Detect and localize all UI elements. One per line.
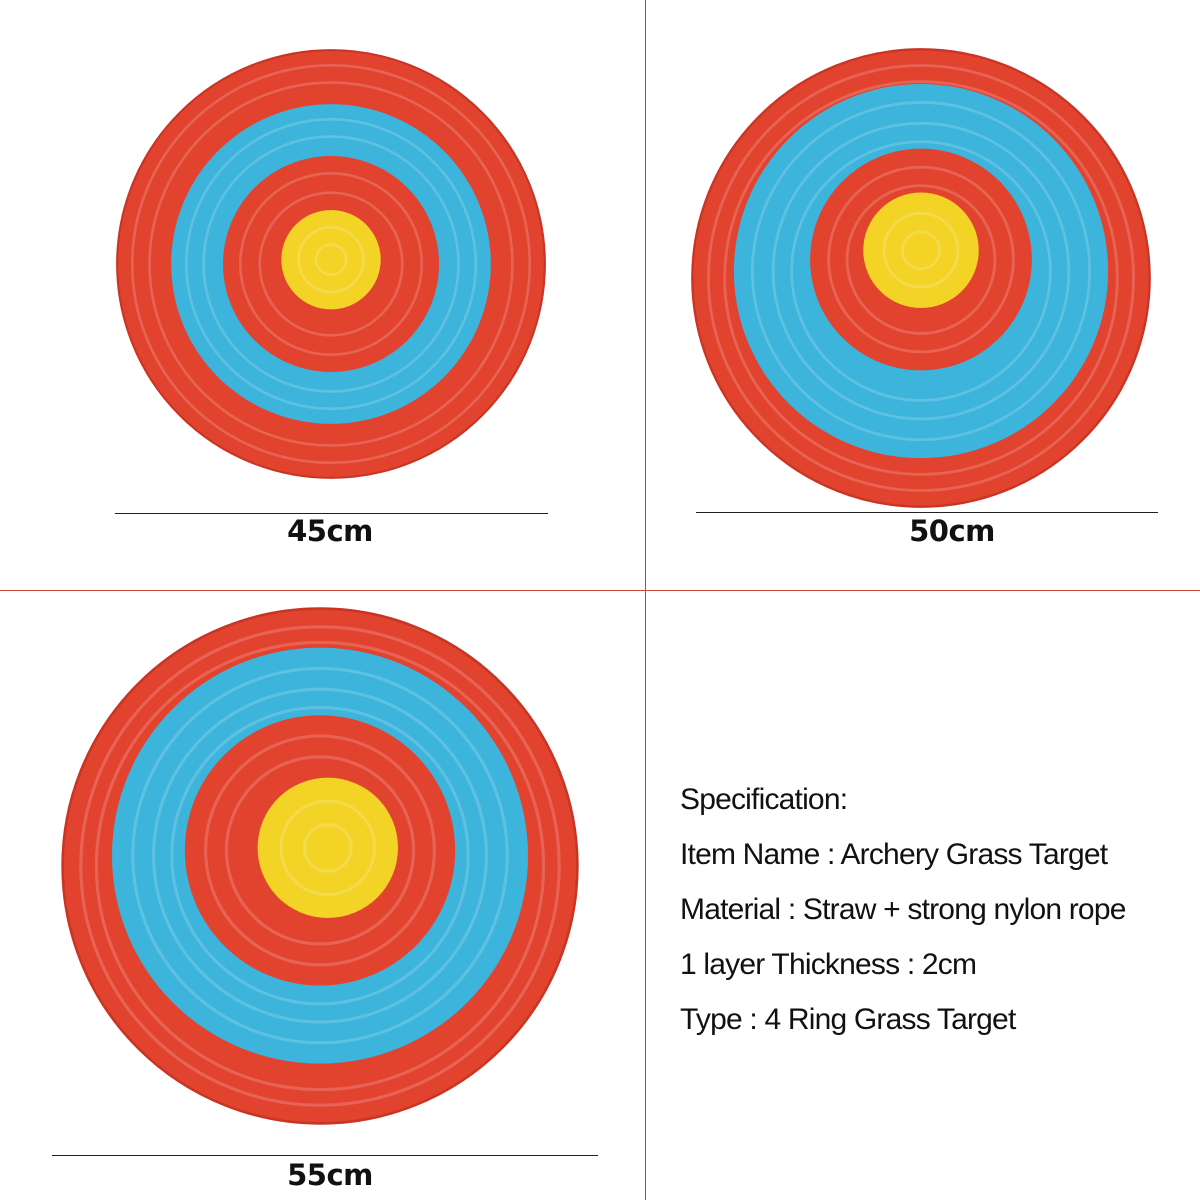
size-label-50cm: 50cm <box>909 514 995 548</box>
spec-material: Material : Straw + strong nylon rope <box>680 893 1126 926</box>
target-image-50cm <box>690 47 1152 509</box>
dimension-line <box>115 513 548 514</box>
target-image-45cm <box>115 48 547 480</box>
specification-block: Specification: Item Name : Archery Grass… <box>680 778 1195 1053</box>
vertical-divider <box>645 0 646 1200</box>
spec-type: Type : 4 Ring Grass Target <box>680 1003 1016 1036</box>
spec-item-name: Item Name : Archery Grass Target <box>680 838 1108 871</box>
spec-thickness: 1 layer Thickness : 2cm <box>680 948 977 981</box>
dimension-line <box>52 1155 598 1156</box>
size-label-45cm: 45cm <box>287 514 373 548</box>
spec-heading: Specification: <box>680 783 848 816</box>
dimension-line <box>696 512 1158 513</box>
horizontal-divider <box>0 590 1200 591</box>
size-label-55cm: 55cm <box>287 1158 373 1192</box>
target-image-55cm <box>60 606 580 1126</box>
